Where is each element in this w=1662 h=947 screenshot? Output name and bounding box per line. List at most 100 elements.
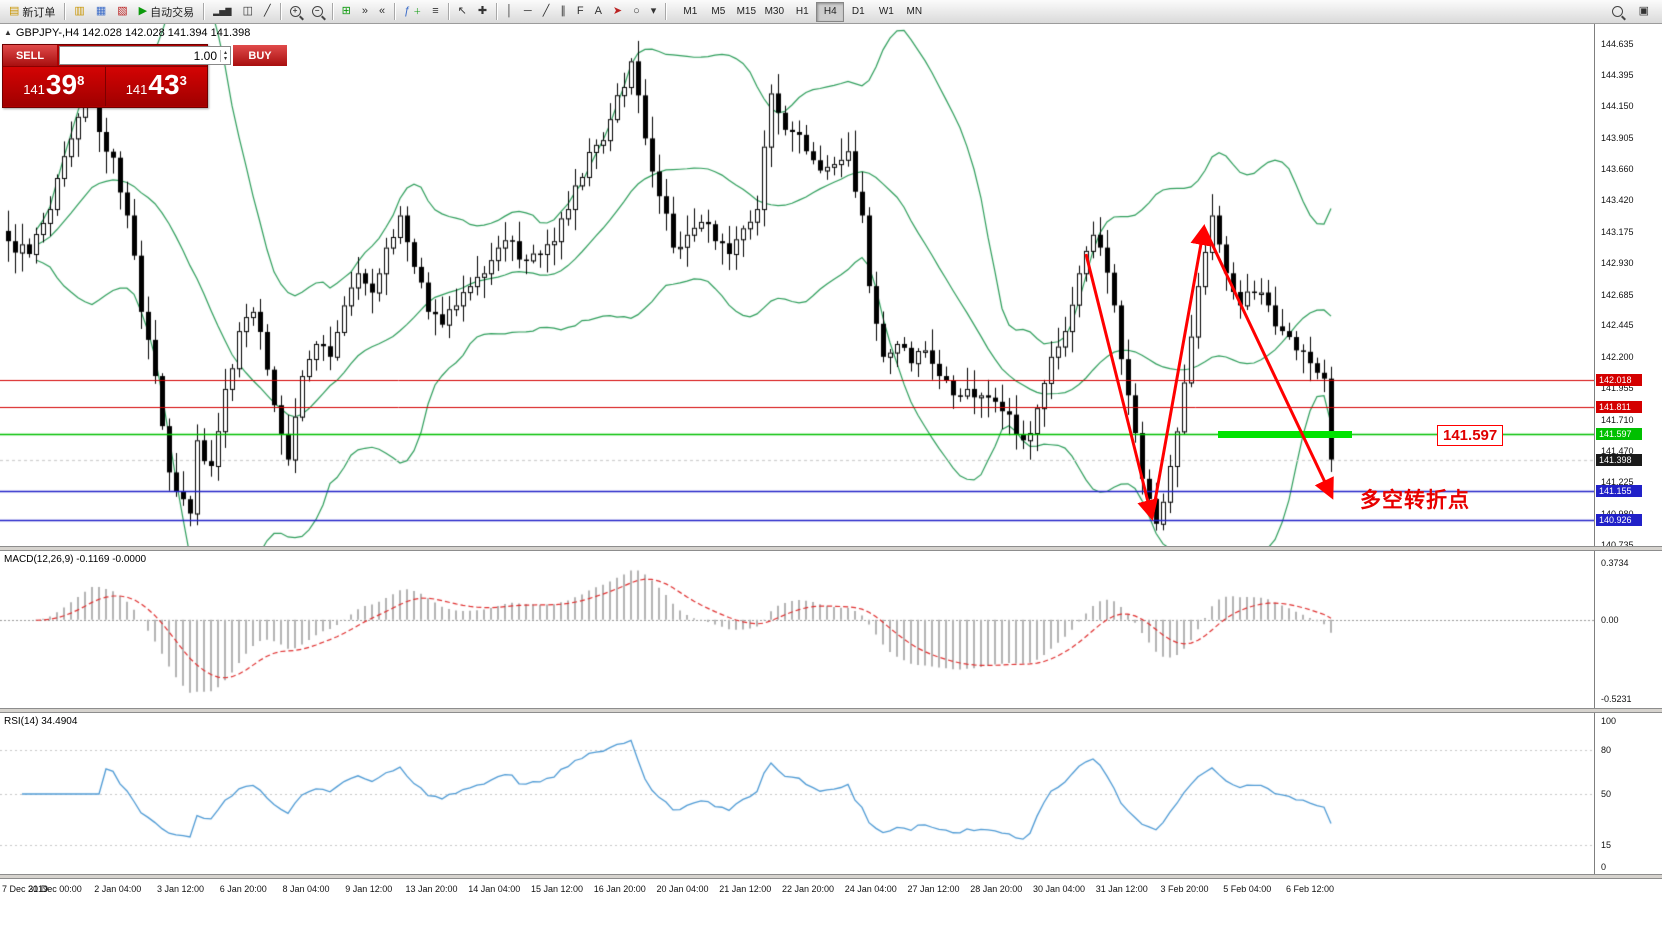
green-highlight-segment[interactable] (1218, 431, 1352, 438)
chart-shift-button[interactable]: « (374, 2, 390, 22)
text-tool-button[interactable]: A (590, 2, 607, 22)
candlestick-button[interactable]: ◫ (238, 2, 258, 22)
trendline-icon: ╱ (542, 5, 550, 17)
price-axis-tick: 141.710 (1601, 414, 1634, 425)
buy-price-small: 141 (125, 82, 148, 97)
turning-point-note[interactable]: 多空转折点 (1360, 489, 1470, 512)
timeframe-m30-button[interactable]: M30 (764, 6, 785, 17)
channel-button[interactable]: ∥ (555, 2, 571, 22)
candlestick-icon: ◫ (242, 5, 253, 17)
price-axis[interactable]: 144.635 144.395 144.150 143.905 143.660 143.4… (1594, 24, 1662, 550)
plus-icon: ＋ (413, 6, 422, 16)
timeframe-w1-button[interactable]: W1 (878, 6, 894, 17)
fibonacci-button[interactable]: F (572, 2, 589, 22)
ohlc-text: GBPJPY-,H4 142.028 142.028 141.394 141.3… (15, 27, 251, 39)
rsi-panel[interactable]: RSI(14) 34.4904 (0, 713, 1594, 874)
zoom-out-button[interactable]: − (307, 2, 328, 22)
trade-panel-top-row: SELL ▴▾ BUY (3, 45, 288, 67)
spinner-up-icon[interactable]: ▴ (224, 49, 228, 56)
macd-axis-tick: 0.00 (1601, 614, 1619, 625)
new-order-button[interactable]: ▤ 新订单 (4, 2, 60, 22)
volume-spinner[interactable]: ▴ ▾ (220, 49, 230, 62)
price-callout-box[interactable]: 141.597 (1437, 425, 1504, 446)
time-axis-label: 3 Jan 12:00 (156, 884, 205, 894)
autotrading-play-icon: ▶ (138, 5, 148, 17)
price-level-badge: 141.155 (1596, 485, 1642, 498)
price-level-badge: 141.398 (1596, 453, 1642, 466)
collapse-triangle-icon: ▲ (4, 28, 12, 37)
zoom-in-button[interactable]: + (285, 2, 306, 22)
panel-separator[interactable] (0, 708, 1662, 713)
bar-chart-button[interactable]: ▂▅▇ (208, 2, 236, 22)
main-chart-panel[interactable]: 141.597 多空转折点 ▲ GBPJPY-,H4 142.028 142.0… (0, 24, 1594, 546)
timeframe-mn-button[interactable]: MN (906, 6, 923, 17)
buy-button[interactable]: BUY (233, 45, 288, 66)
price-chart-canvas[interactable] (0, 24, 1594, 546)
timeframe-h1-button[interactable]: H1 (795, 6, 809, 17)
shapes-icon: ○ (633, 5, 640, 17)
timeframe-m15-button[interactable]: M15 (736, 6, 757, 17)
search-button[interactable] (1607, 2, 1628, 22)
cursor-button[interactable]: ↖ (453, 2, 472, 22)
indicators-button[interactable]: ƒ ＋ (399, 2, 426, 22)
buy-price[interactable]: 141 43 3 (106, 67, 208, 106)
timeframe-h4-button[interactable]: H4 (816, 1, 845, 22)
search-icon (1611, 6, 1623, 17)
timeframe-m1-button[interactable]: M1 (683, 6, 698, 17)
panel-separator[interactable] (0, 874, 1662, 879)
more-tools-button[interactable]: ▾ (646, 2, 662, 22)
panel-separator[interactable] (0, 546, 1662, 551)
window-layout-button[interactable]: ▣ (1634, 2, 1654, 22)
macd-panel[interactable]: MACD(12,26,9) -0.1169 -0.0000 (0, 551, 1594, 708)
sell-price[interactable]: 141 39 8 (3, 67, 106, 106)
objects-list-icon: ≡ (432, 5, 439, 17)
time-axis-label: 5 Feb 04:00 (1223, 884, 1272, 894)
price-axis-tick: 141.225 (1601, 477, 1634, 488)
separator (496, 3, 498, 20)
price-level-badge: 140.926 (1596, 514, 1642, 527)
time-axis-label: 6 Jan 20:00 (219, 884, 267, 894)
time-axis-label: 31 Dec 00:00 (28, 884, 82, 894)
volume-field[interactable]: ▴▾ (59, 46, 232, 65)
data-window-button[interactable]: ▦ (91, 2, 111, 22)
crosshair-button[interactable]: ✚ (473, 2, 492, 22)
macd-axis[interactable]: 0.3734 0.00 -0.5231 (1594, 551, 1662, 708)
auto-scroll-button[interactable]: » (357, 2, 373, 22)
rsi-canvas[interactable] (0, 713, 1594, 874)
volume-input[interactable] (60, 47, 220, 64)
navigator-button[interactable]: ▧ (112, 2, 132, 22)
new-order-label: 新订单 (22, 6, 56, 19)
tile-windows-button[interactable]: ⊞ (337, 2, 356, 22)
rsi-axis[interactable]: 100 80 50 15 0 (1594, 713, 1662, 874)
rsi-label: RSI(14) 34.4904 (4, 716, 78, 727)
timeframe-d1-button[interactable]: D1 (851, 6, 865, 17)
time-axis-label: 3 Feb 20:00 (1160, 884, 1209, 894)
separator (665, 3, 667, 20)
price-axis-tick: 144.395 (1601, 69, 1634, 80)
line-chart-button[interactable]: ╱ (259, 2, 276, 22)
time-axis-label: 27 Jan 12:00 (907, 884, 960, 894)
market-watch-button[interactable]: ▥ (69, 2, 89, 22)
time-axis-label: 20 Jan 04:00 (656, 884, 709, 894)
cursor-icon: ↖ (457, 5, 467, 17)
time-axis-label: 13 Jan 20:00 (405, 884, 458, 894)
time-axis-label: 8 Jan 04:00 (282, 884, 330, 894)
vertical-line-button[interactable]: │ (501, 2, 518, 22)
objects-list-button[interactable]: ≡ (427, 2, 443, 22)
horizontal-line-button[interactable]: ─ (519, 2, 537, 22)
macd-canvas[interactable] (0, 551, 1594, 708)
price-axis-tick: 142.685 (1601, 289, 1634, 300)
arrow-tool-button[interactable]: ➤ (608, 2, 627, 22)
spinner-down-icon[interactable]: ▾ (224, 55, 228, 62)
trendline-button[interactable]: ╱ (538, 2, 555, 22)
price-axis-tick: 144.150 (1601, 101, 1634, 112)
vertical-line-icon: │ (506, 5, 513, 17)
macd-axis-tick: 0.3734 (1601, 558, 1629, 568)
timeframe-m5-button[interactable]: M5 (711, 6, 726, 17)
time-axis[interactable]: 7 Dec 2019 31 Dec 00:00 2 Jan 04:00 3 Jan 1… (0, 879, 1662, 947)
sell-button[interactable]: SELL (3, 45, 57, 66)
time-axis-label: 9 Jan 12:00 (345, 884, 393, 894)
separator (64, 3, 66, 20)
shapes-button[interactable]: ○ (628, 2, 645, 22)
autotrading-button[interactable]: ▶ 自动交易 (134, 2, 199, 22)
